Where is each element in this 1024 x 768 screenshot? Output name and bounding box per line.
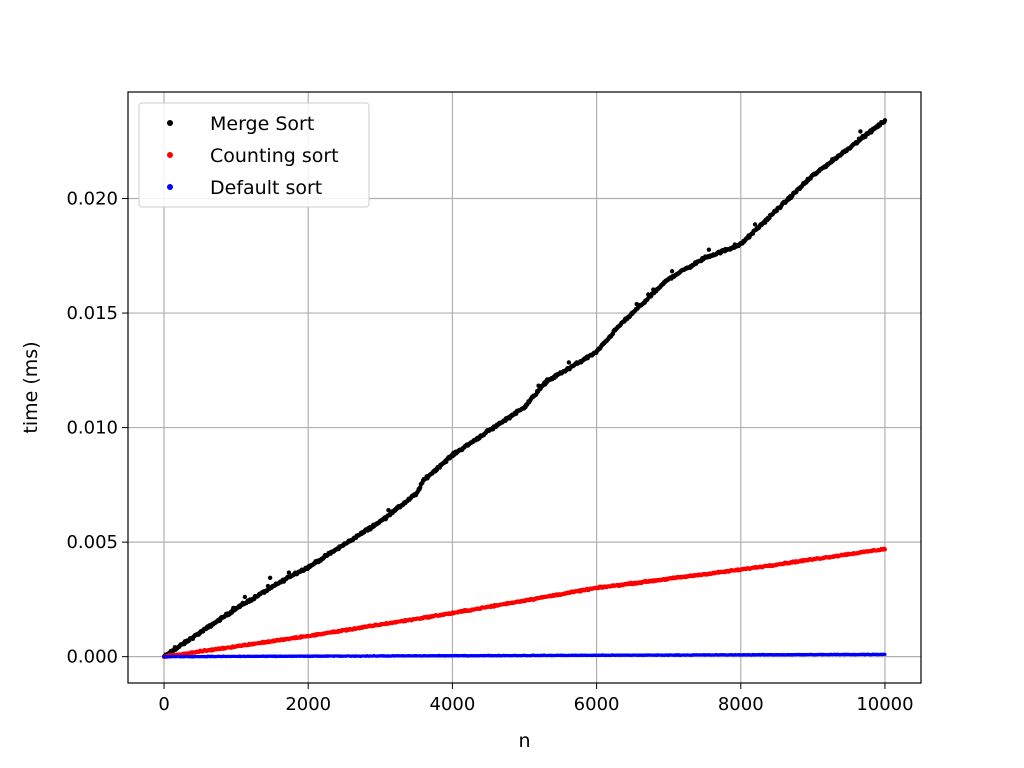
series-2 [162,652,887,659]
legend-marker [167,152,173,158]
x-axis-label: n [518,730,530,752]
x-tick-label: 10000 [856,694,913,715]
y-tick-label: 0.000 [66,647,118,668]
legend-label: Counting sort [210,145,339,167]
legend-label: Merge Sort [210,113,314,135]
plot-frame [127,91,922,684]
legend: Merge Sort Counting sort Default sort [138,102,370,208]
x-tick-label: 0 [158,694,169,715]
y-tick-label: 0.010 [66,418,118,439]
y-axis-label: time (ms) [20,341,42,433]
data-point [566,360,572,365]
data-point [883,652,887,657]
data-point [669,269,675,274]
legend-box [138,102,370,208]
data-point [706,247,712,252]
series-1 [162,546,887,660]
y-tick-label: 0.020 [66,189,118,210]
x-tick-label: 2000 [285,694,331,715]
data-point [882,118,888,123]
data-point [752,222,758,227]
data-point [242,594,248,600]
y-axis-ticks: 0.000 0.005 0.010 0.015 0.020 [66,189,128,668]
data-point [882,547,887,552]
data-point [286,570,292,575]
x-tick-label: 8000 [718,694,764,715]
data-point [267,575,273,581]
y-tick-label: 0.005 [66,532,118,553]
series-0 [161,118,888,659]
legend-label: Default sort [210,177,322,199]
legend-marker [167,120,173,126]
data-point [858,129,863,134]
data-points [161,118,888,660]
x-axis-ticks: 0 2000 4000 6000 8000 10000 [158,683,914,715]
x-tick-label: 6000 [574,694,620,715]
x-tick-label: 4000 [430,694,476,715]
y-tick-label: 0.015 [66,303,118,324]
legend-marker [167,184,173,190]
